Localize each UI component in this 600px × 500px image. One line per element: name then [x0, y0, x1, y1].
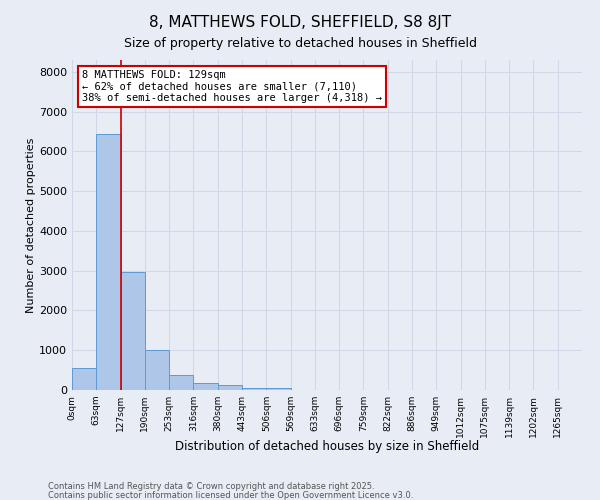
Y-axis label: Number of detached properties: Number of detached properties [26, 138, 36, 312]
Text: Size of property relative to detached houses in Sheffield: Size of property relative to detached ho… [124, 38, 476, 51]
Text: Contains HM Land Registry data © Crown copyright and database right 2025.: Contains HM Land Registry data © Crown c… [48, 482, 374, 491]
X-axis label: Distribution of detached houses by size in Sheffield: Distribution of detached houses by size … [175, 440, 479, 453]
Text: 8, MATTHEWS FOLD, SHEFFIELD, S8 8JT: 8, MATTHEWS FOLD, SHEFFIELD, S8 8JT [149, 15, 451, 30]
Bar [242, 388, 266, 390]
Text: 8 MATTHEWS FOLD: 129sqm
← 62% of detached houses are smaller (7,110)
38% of semi: 8 MATTHEWS FOLD: 129sqm ← 62% of detache… [82, 70, 382, 103]
Bar [96, 134, 121, 390]
Bar [121, 272, 145, 390]
Bar [169, 376, 193, 390]
Bar [145, 350, 169, 390]
Bar [72, 368, 96, 390]
Bar [193, 383, 218, 390]
Bar [218, 385, 242, 390]
Bar [266, 388, 290, 390]
Text: Contains public sector information licensed under the Open Government Licence v3: Contains public sector information licen… [48, 490, 413, 500]
